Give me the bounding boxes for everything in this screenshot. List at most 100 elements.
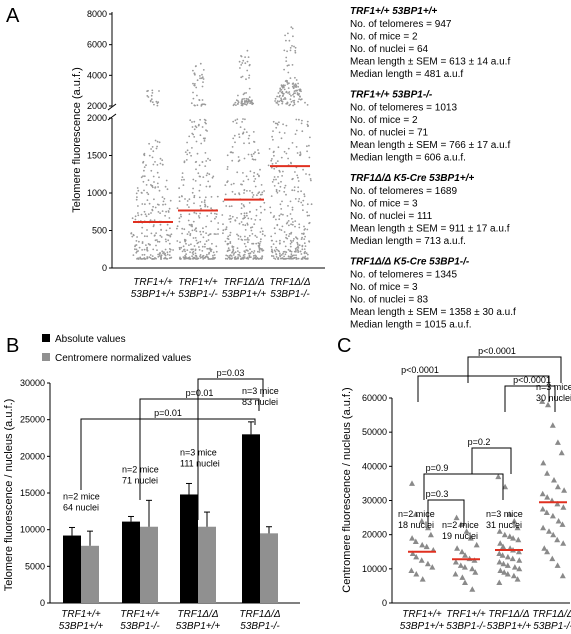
stats-line: No. of telomeres = 1345 (350, 270, 457, 281)
telomere-dot (300, 90, 302, 93)
telomere-dot (137, 214, 140, 217)
triangle-point (413, 553, 420, 560)
telomere-dot (241, 239, 244, 241)
telomere-dot (226, 258, 229, 260)
y-tick-label: 5000 (25, 561, 45, 571)
telomere-dot (305, 257, 308, 260)
telomere-dot (288, 39, 291, 42)
telomere-dot (294, 220, 297, 223)
telomere-dot (245, 97, 248, 100)
telomere-dot (263, 190, 265, 192)
telomere-dot (242, 180, 245, 183)
telomere-dot (200, 207, 202, 210)
telomere-dot (304, 101, 306, 104)
stats-line: No. of nuclei = 83 (350, 295, 429, 306)
telomere-dot (243, 242, 246, 245)
telomere-dot (139, 257, 142, 260)
triangle-point (549, 512, 556, 519)
triangle-point (409, 480, 415, 486)
telomere-dot (253, 223, 256, 226)
telomere-dot (297, 200, 300, 203)
telomere-dot (225, 254, 228, 257)
telomere-dot (143, 175, 146, 178)
telomere-dot (240, 212, 243, 215)
telomere-dot (308, 156, 311, 159)
telomere-dot (191, 121, 193, 123)
telomere-dot (280, 88, 283, 91)
telomere-dot (157, 255, 160, 258)
telomere-dot (142, 160, 145, 163)
telomere-dot (285, 60, 288, 62)
pvalue-bracket (423, 473, 504, 500)
telomere-dot (236, 118, 239, 121)
telomere-dot (244, 224, 247, 227)
telomere-dot (246, 237, 249, 239)
telomere-dot (205, 225, 208, 228)
telomere-dot (231, 250, 234, 253)
telomere-dot (274, 258, 277, 260)
telomere-dot (135, 192, 138, 195)
telomere-dot (294, 76, 296, 79)
telomere-dot (303, 256, 306, 259)
triangle-point (558, 449, 565, 456)
telomere-dot (154, 206, 157, 209)
telomere-dot (189, 258, 191, 260)
telomere-dot (291, 223, 294, 226)
telomere-dot (144, 213, 147, 216)
telomere-dot (183, 178, 185, 181)
telomere-dot (199, 184, 202, 186)
triangle-point (506, 533, 513, 539)
telomere-dot (198, 249, 201, 251)
telomere-dot (141, 226, 144, 229)
triangle-point (510, 535, 517, 541)
telomere-dot (214, 256, 216, 259)
telomere-dot (306, 228, 309, 231)
telomere-dot (278, 121, 280, 124)
telomere-dot (299, 250, 302, 253)
stats-line: No. of telomeres = 947 (350, 19, 452, 30)
telomere-dot (308, 173, 311, 176)
telomere-dot (301, 204, 304, 207)
telomere-dot (202, 176, 205, 179)
triangle-point (551, 477, 557, 483)
telomere-dot (178, 187, 181, 190)
telomere-dot (271, 255, 273, 257)
telomere-dot (183, 228, 186, 231)
telomere-dot (229, 217, 232, 220)
triangle-point (539, 506, 546, 512)
telomere-dot (195, 86, 198, 89)
telomere-dot (237, 156, 240, 158)
telomere-dot (229, 241, 232, 243)
telomere-dot (229, 215, 232, 217)
telomere-dot (292, 93, 294, 96)
telomere-dot (148, 202, 151, 205)
telomere-dot (231, 146, 234, 148)
telomere-dot (254, 234, 257, 237)
telomere-dot (285, 193, 287, 196)
telomere-dot (155, 147, 158, 150)
telomere-dot (184, 198, 186, 200)
telomere-dot (204, 245, 206, 248)
telomere-dot (293, 186, 296, 189)
telomere-dot (202, 255, 204, 257)
telomere-dot (156, 182, 159, 185)
pvalue-label: p=0.01 (186, 388, 214, 398)
triangle-point (409, 535, 416, 541)
telomere-dot (252, 175, 255, 178)
telomere-dot (199, 205, 202, 207)
telomere-dot (189, 119, 192, 122)
telomere-dot (239, 255, 242, 258)
telomere-dot (236, 217, 238, 219)
telomere-dot (163, 197, 166, 200)
pvalue-bracket (471, 447, 512, 474)
sample-annotation: 31 nuclei (486, 520, 522, 530)
telomere-dot (287, 220, 290, 222)
triangle-point (514, 576, 521, 582)
telomere-dot (194, 248, 197, 251)
telomere-dot (161, 159, 164, 162)
telomere-dot (188, 256, 191, 259)
telomere-dot (296, 241, 299, 244)
telomere-dot (280, 254, 283, 256)
telomere-dot (306, 120, 309, 123)
panel-a-telomere-scatter: 0 500 1000 1500 2000 2000 4000 6000 8000 Telomere… (71, 9, 325, 300)
